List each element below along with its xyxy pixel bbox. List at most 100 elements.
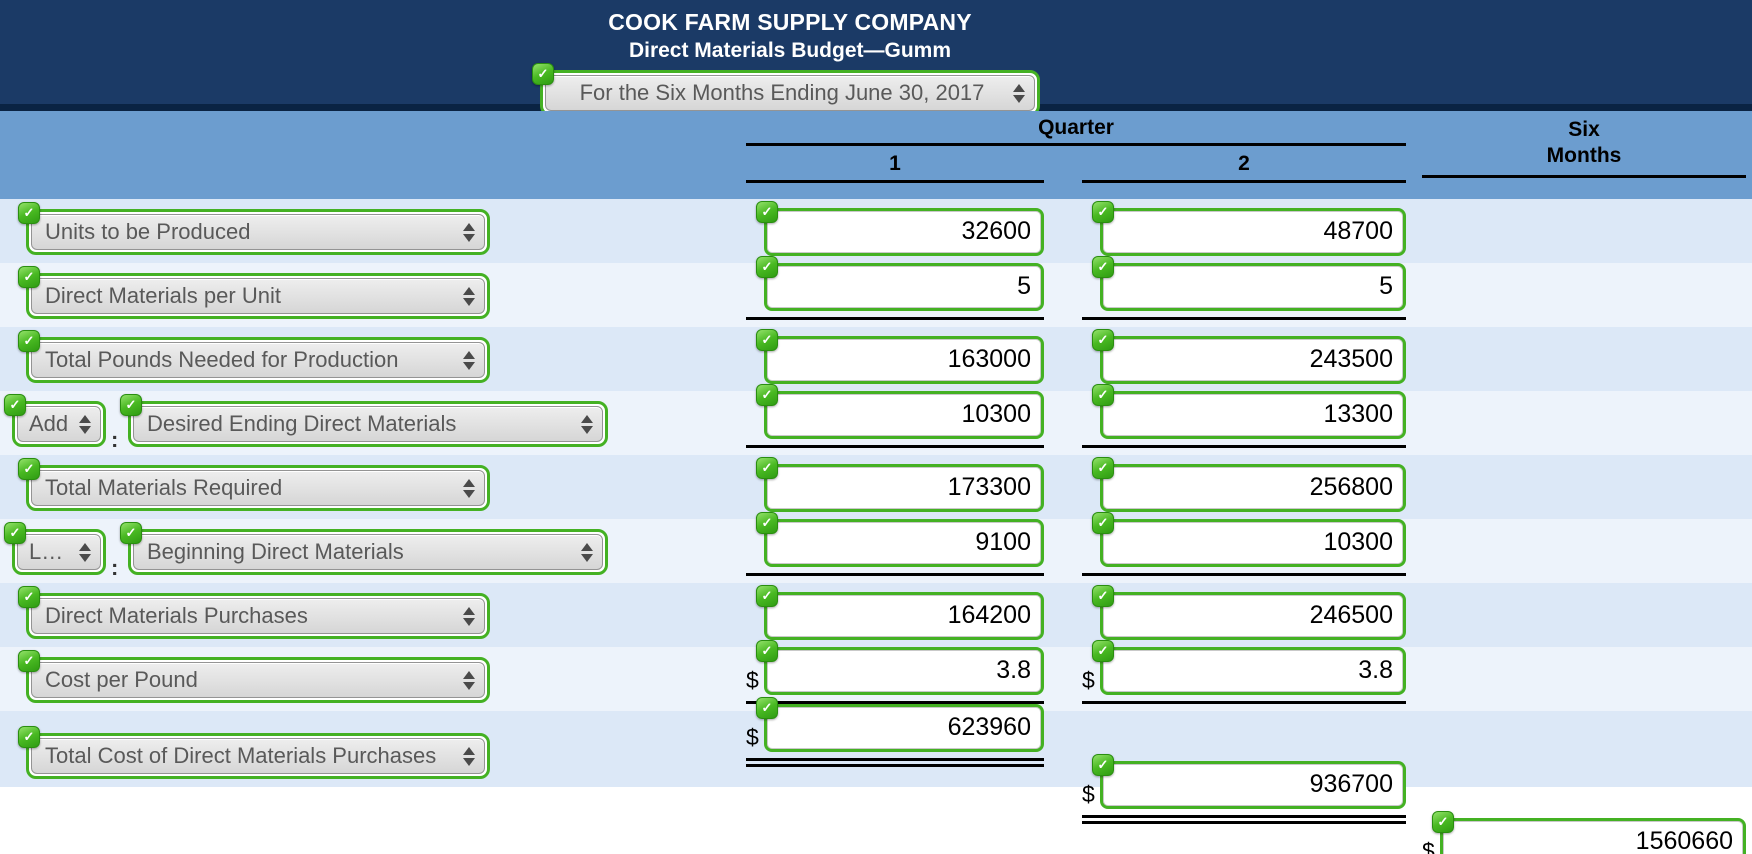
- checkmark-badge-icon: ✓: [1092, 754, 1114, 776]
- quarter-2-value-input[interactable]: [1103, 764, 1403, 806]
- quarter-1-value-input[interactable]: [767, 595, 1041, 637]
- quarter-1-field: ✓: [756, 640, 1044, 695]
- row-label-select[interactable]: ✓ Beginning Direct Materials: [120, 522, 608, 575]
- checkmark-badge-icon: ✓: [756, 585, 778, 607]
- row-label-select[interactable]: ✓ Total Cost of Direct Materials Purchas…: [18, 726, 490, 779]
- period-select[interactable]: ✓ For the Six Months Ending June 30, 201…: [532, 63, 1040, 116]
- quarter-1-field: ✓: [756, 512, 1044, 567]
- row-label-select[interactable]: ✓ Desired Ending Direct Materials: [120, 394, 608, 447]
- checkmark-badge-icon: ✓: [18, 266, 40, 288]
- quarter-1-field: ✓: [756, 329, 1044, 384]
- row-label-select-value: Beginning Direct Materials: [147, 539, 404, 564]
- checkmark-badge-icon: ✓: [4, 522, 26, 544]
- six-months-value-input[interactable]: [1443, 821, 1743, 854]
- quarter-2-value-input[interactable]: [1103, 650, 1403, 692]
- row-label-select-value: Total Materials Required: [45, 475, 283, 500]
- quarter-1-cell: $ ✓: [746, 256, 1044, 320]
- quarter-group-header: Quarter: [746, 116, 1406, 146]
- select-spinner-icon: [1013, 83, 1025, 103]
- row-label-select[interactable]: ✓ Units to be Produced: [18, 202, 490, 255]
- quarter-1-value-input[interactable]: [767, 339, 1041, 381]
- quarter-2-value-input[interactable]: [1103, 467, 1403, 509]
- dollar-sign: $: [1082, 781, 1095, 807]
- quarter-1-field: ✓: [756, 585, 1044, 640]
- row-label-select[interactable]: ✓ Direct Materials per Unit: [18, 266, 490, 319]
- quarter-1-value-input[interactable]: [767, 266, 1041, 308]
- row-label-select[interactable]: ✓ Direct Materials Purchases: [18, 586, 490, 639]
- quarter-2-cell: $ ✓: [1082, 201, 1406, 256]
- quarter-2-field: ✓: [1092, 585, 1406, 640]
- quarter-2-field: ✓: [1092, 640, 1406, 695]
- quarter-1-field: ✓: [756, 384, 1044, 439]
- quarter-1-cell: $ ✓: [746, 512, 1044, 576]
- six-months-field: ✓: [1432, 811, 1746, 854]
- quarter-1-value-input[interactable]: [767, 467, 1041, 509]
- checkmark-badge-icon: ✓: [756, 256, 778, 278]
- quarter-2-value-input[interactable]: [1103, 394, 1403, 436]
- quarter-2-field: ✓: [1092, 754, 1406, 809]
- row-label-select[interactable]: ✓ Total Materials Required: [18, 458, 490, 511]
- quarter-2-cell: $ ✓: [1082, 512, 1406, 576]
- six-months-header-line1: Six: [1568, 118, 1600, 141]
- checkmark-badge-icon: ✓: [18, 586, 40, 608]
- checkmark-badge-icon: ✓: [756, 384, 778, 406]
- dollar-sign: $: [746, 667, 759, 693]
- checkmark-badge-icon: ✓: [120, 394, 142, 416]
- table-row: ✓ Direct Materials Purchases $ ✓ $ ✓: [0, 583, 1752, 647]
- row-label-select[interactable]: ✓ Cost per Pound: [18, 650, 490, 703]
- quarter-1-cell: $ ✓: [746, 640, 1044, 704]
- row-prefix-select[interactable]: ✓ Less: [4, 522, 106, 575]
- checkmark-badge-icon: ✓: [4, 394, 26, 416]
- row-label-select[interactable]: ✓ Total Pounds Needed for Production: [18, 330, 490, 383]
- quarter-2-cell: $ ✓: [1082, 256, 1406, 320]
- company-name: COOK FARM SUPPLY COMPANY: [608, 9, 972, 35]
- row-label-select-value: Cost per Pound: [45, 667, 198, 692]
- quarter-2-field: ✓: [1092, 384, 1406, 439]
- row-prefix-select[interactable]: ✓ Add: [4, 394, 106, 447]
- quarter-2-value-input[interactable]: [1103, 522, 1403, 564]
- quarter-2-field: ✓: [1092, 201, 1406, 256]
- quarter-1-value-input[interactable]: [767, 211, 1041, 253]
- period-select-value: For the Six Months Ending June 30, 2017: [579, 80, 985, 105]
- select-spinner-icon: [463, 478, 475, 498]
- quarter-2-value-input[interactable]: [1103, 595, 1403, 637]
- checkmark-badge-icon: ✓: [756, 329, 778, 351]
- checkmark-badge-icon: ✓: [756, 512, 778, 534]
- select-spinner-icon: [463, 606, 475, 626]
- quarter-2-value-input[interactable]: [1103, 266, 1403, 308]
- table-row: ✓ Less : ✓ Beginning Direct Materials $ …: [0, 512, 1752, 583]
- quarter-1-header: 1: [746, 152, 1044, 183]
- row-prefix-select-value: Less: [29, 539, 71, 564]
- checkmark-badge-icon: ✓: [18, 330, 40, 352]
- row-label-select-value: Desired Ending Direct Materials: [147, 411, 457, 436]
- six-months-cell: $ ✓: [1422, 811, 1746, 854]
- quarter-2-field: ✓: [1092, 512, 1406, 567]
- six-months-header: Six Months: [1422, 117, 1746, 178]
- table-row: ✓ Add : ✓ Desired Ending Direct Material…: [0, 384, 1752, 455]
- dollar-sign: $: [746, 724, 759, 750]
- quarter-2-value-input[interactable]: [1103, 211, 1403, 253]
- checkmark-badge-icon: ✓: [1092, 640, 1114, 662]
- report-titles: COOK FARM SUPPLY COMPANY Direct Material…: [0, 0, 1580, 63]
- quarter-1-cell: $ ✓: [746, 457, 1044, 512]
- checkmark-badge-icon: ✓: [1092, 256, 1114, 278]
- quarter-1-field: ✓: [756, 256, 1044, 311]
- quarter-1-value-input[interactable]: [767, 650, 1041, 692]
- quarter-1-field: ✓: [756, 201, 1044, 256]
- quarter-2-value-input[interactable]: [1103, 339, 1403, 381]
- select-spinner-icon: [463, 670, 475, 690]
- row-label-select-value: Total Cost of Direct Materials Purchases: [45, 743, 437, 768]
- checkmark-badge-icon: ✓: [1092, 329, 1114, 351]
- quarter-1-value-input[interactable]: [767, 707, 1041, 749]
- quarter-1-value-input[interactable]: [767, 522, 1041, 564]
- dollar-sign: $: [1422, 838, 1435, 854]
- quarter-2-cell: $ ✓: [1082, 384, 1406, 448]
- quarter-2-field: ✓: [1092, 457, 1406, 512]
- checkmark-badge-icon: ✓: [756, 457, 778, 479]
- quarter-2-cell: $ ✓: [1082, 585, 1406, 640]
- table-row: ✓ Total Cost of Direct Materials Purchas…: [0, 697, 1752, 854]
- quarter-1-value-input[interactable]: [767, 394, 1041, 436]
- checkmark-badge-icon: ✓: [532, 63, 554, 85]
- select-spinner-icon: [463, 286, 475, 306]
- quarter-1-cell: $ ✓: [746, 384, 1044, 448]
